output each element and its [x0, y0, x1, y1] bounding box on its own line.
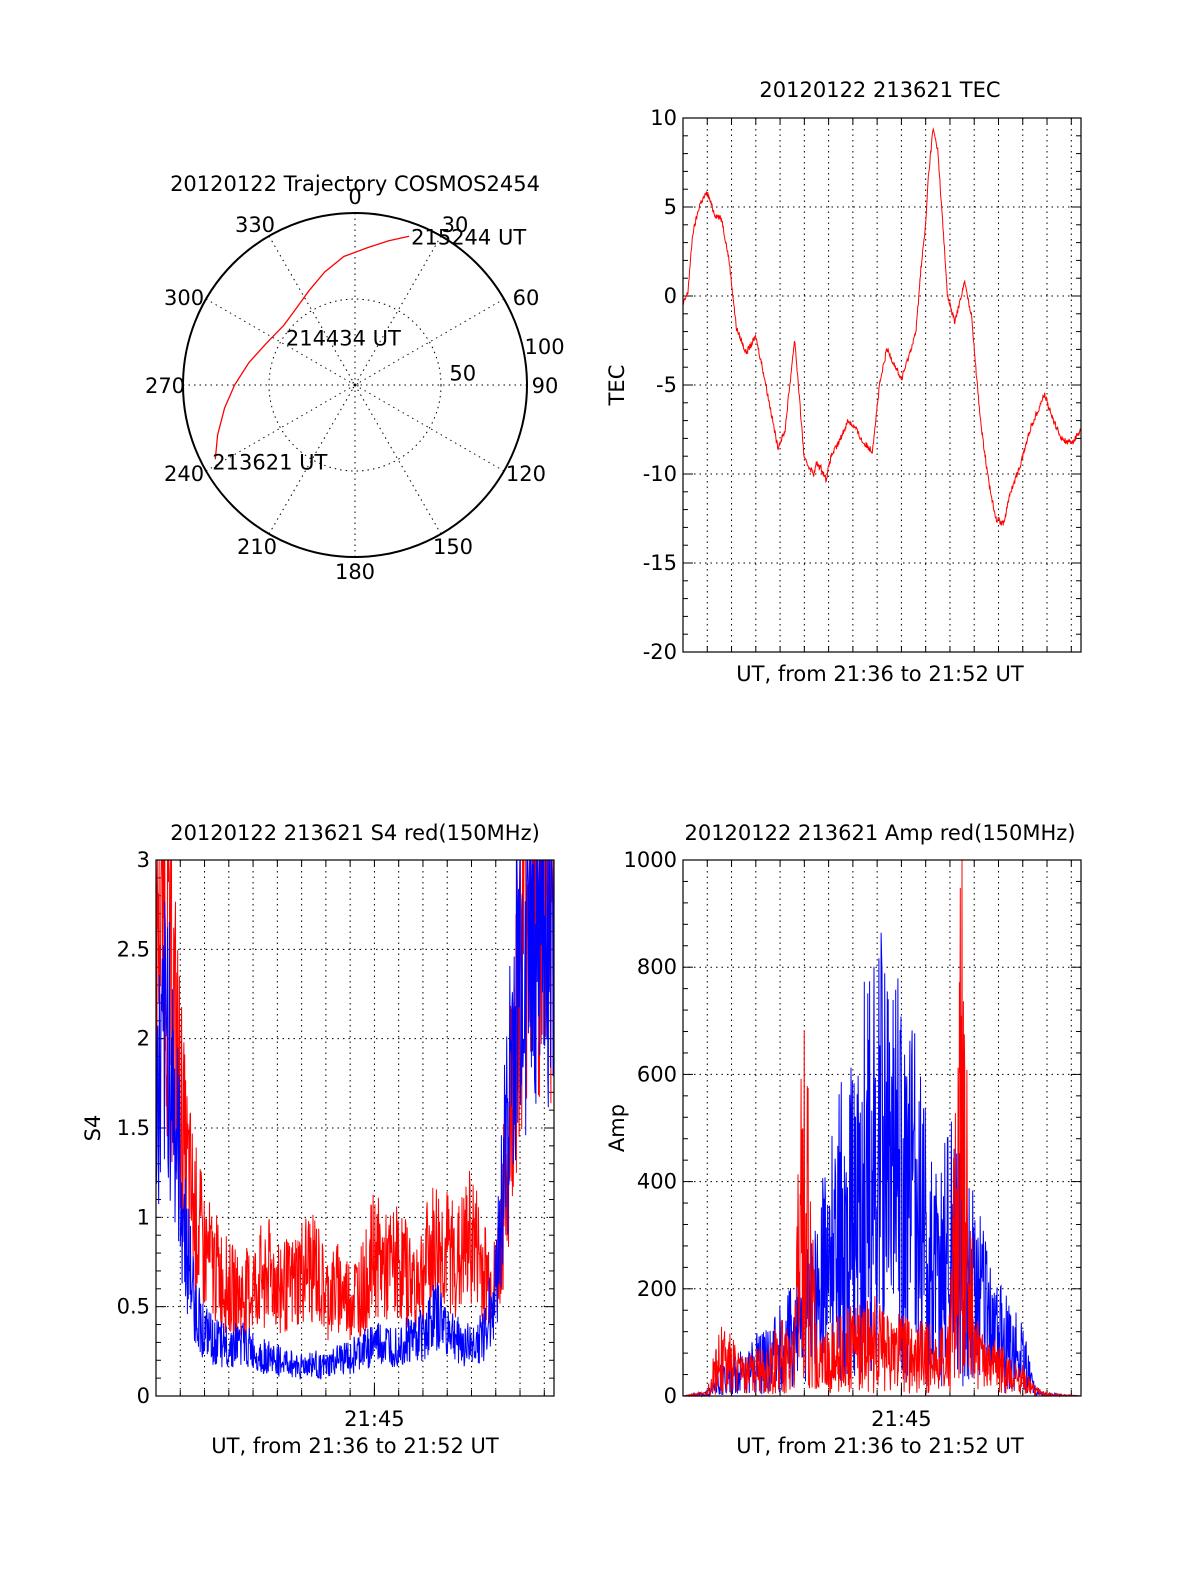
y-tick-label: 2	[137, 1027, 150, 1051]
s4-title: 20120122 213621 S4 red(150MHz)	[170, 821, 540, 845]
y-tick-label: 800	[637, 955, 677, 979]
y-tick-label: 0	[664, 1384, 677, 1408]
y-tick-label: 3	[137, 848, 150, 872]
amp-y-ticks: 0 200 400 600 800 1000	[624, 848, 677, 1408]
polar-spoke-120	[354, 384, 505, 472]
polar-angle-label: 270	[145, 374, 185, 398]
tec-grid	[683, 117, 1081, 653]
tec-y-ticks: -20 -15 -10 -5 0 5 10	[643, 106, 677, 664]
polar-angle-label: 300	[164, 286, 204, 310]
y-tick-label: 10	[650, 106, 677, 130]
y-tick-label: 0	[137, 1384, 150, 1408]
s4-x-ticks: 21:45	[344, 1384, 405, 1431]
amp-plot-frame	[682, 859, 1082, 1397]
polar-ring-50	[268, 298, 442, 472]
y-tick-label: -5	[656, 373, 677, 397]
series-line-1	[155, 859, 555, 1380]
y-tick-label: 400	[637, 1170, 677, 1194]
amp-y-label: Amp	[605, 1104, 629, 1152]
tec-series	[682, 127, 1082, 526]
s4-chart: 20120122 213621 S4 red(150MHz) 0 0.5 1 1.5 2…	[81, 821, 555, 1458]
polar-ring-center	[351, 381, 359, 389]
polar-annotations: 213621 UT 214434 UT 215244 UT	[212, 225, 526, 474]
polar-angle-label: 240	[164, 462, 204, 486]
y-tick-label: 600	[637, 1062, 677, 1086]
tec-y-label: TEC	[605, 365, 629, 407]
x-tick-label: 21:45	[871, 1407, 932, 1431]
s4-series	[155, 859, 555, 1380]
polar-spoke-330	[268, 235, 356, 386]
y-tick-label: 2.5	[117, 937, 150, 961]
trajectory-title: 20120122 Trajectory COSMOS2454	[170, 172, 540, 196]
polar-outer-circle	[182, 212, 528, 558]
s4-y-label: S4	[81, 1115, 105, 1142]
trajectory-annotation: 214434 UT	[286, 326, 401, 350]
y-tick-label: -20	[643, 640, 677, 664]
polar-spoke-30	[354, 235, 442, 386]
series-line-0	[683, 932, 1081, 1398]
series-line-0	[155, 859, 555, 1341]
trajectory-annotation: 213621 UT	[212, 450, 327, 474]
amp-x-ticks: 21:45	[871, 1384, 932, 1431]
tec-x-label: UT, from 21:36 to 21:52 UT	[736, 662, 1024, 686]
y-tick-label: 1.5	[117, 1116, 150, 1140]
polar-radial-labels: 50 100	[449, 335, 564, 386]
polar-angle-label: 60	[513, 286, 540, 310]
tec-title: 20120122 213621 TEC	[759, 78, 1000, 102]
y-tick-label: -15	[643, 551, 677, 575]
y-tick-label: 0	[664, 284, 677, 308]
s4-y-ticks: 0 0.5 1 1.5 2 2.5 3	[117, 848, 150, 1408]
polar-angle-label: 150	[433, 535, 473, 559]
amp-chart: 20120122 213621 Amp red(150MHz) 0 200 400 6…	[605, 821, 1082, 1458]
tec-chart: 20120122 213621 TEC -20 -15 -10 -5 0 5 10 UT, …	[605, 78, 1082, 686]
polar-angle-label: 330	[235, 213, 275, 237]
polar-radial-label: 100	[525, 335, 565, 359]
tec-plot-frame	[682, 117, 1082, 653]
polar-angle-label: 90	[532, 374, 559, 398]
polar-spoke-150	[354, 384, 442, 535]
s4-plot-frame	[155, 859, 555, 1397]
polar-grid	[183, 213, 527, 557]
trajectory-line	[214, 235, 410, 460]
polar-spoke-60	[354, 298, 505, 386]
amp-series	[683, 859, 1081, 1398]
y-tick-label: -10	[643, 462, 677, 486]
polar-angle-label: 210	[237, 535, 277, 559]
amp-title: 20120122 213621 Amp red(150MHz)	[684, 821, 1075, 845]
polar-angle-label: 180	[335, 560, 375, 584]
polar-angle-label: 30	[442, 213, 469, 237]
y-tick-label: 0.5	[117, 1295, 150, 1319]
polar-radial-label: 50	[449, 361, 476, 385]
amp-x-label: UT, from 21:36 to 21:52 UT	[736, 1434, 1024, 1458]
polar-series	[214, 235, 410, 460]
y-tick-label: 1000	[624, 848, 677, 872]
polar-spoke-240	[205, 384, 356, 472]
y-tick-label: 1	[137, 1205, 150, 1229]
polar-spoke-210	[268, 384, 356, 535]
trajectory-chart: 20120122 Trajectory COSMOS2454 0 30 60 90 12…	[145, 172, 565, 584]
series-line-1	[683, 859, 1081, 1398]
x-tick-label: 21:45	[344, 1407, 405, 1431]
polar-angle-label: 0	[348, 185, 361, 209]
series-line-0	[682, 127, 1082, 526]
y-tick-label: 5	[664, 195, 677, 219]
s4-x-label: UT, from 21:36 to 21:52 UT	[211, 1434, 499, 1458]
polar-angle-label: 120	[506, 462, 546, 486]
polar-angle-labels: 0 30 60 90 120 150 180 210 240 270 300 330	[145, 185, 558, 584]
y-tick-label: 200	[637, 1277, 677, 1301]
polar-spoke-300	[205, 298, 356, 386]
trajectory-annotation: 215244 UT	[411, 225, 526, 249]
